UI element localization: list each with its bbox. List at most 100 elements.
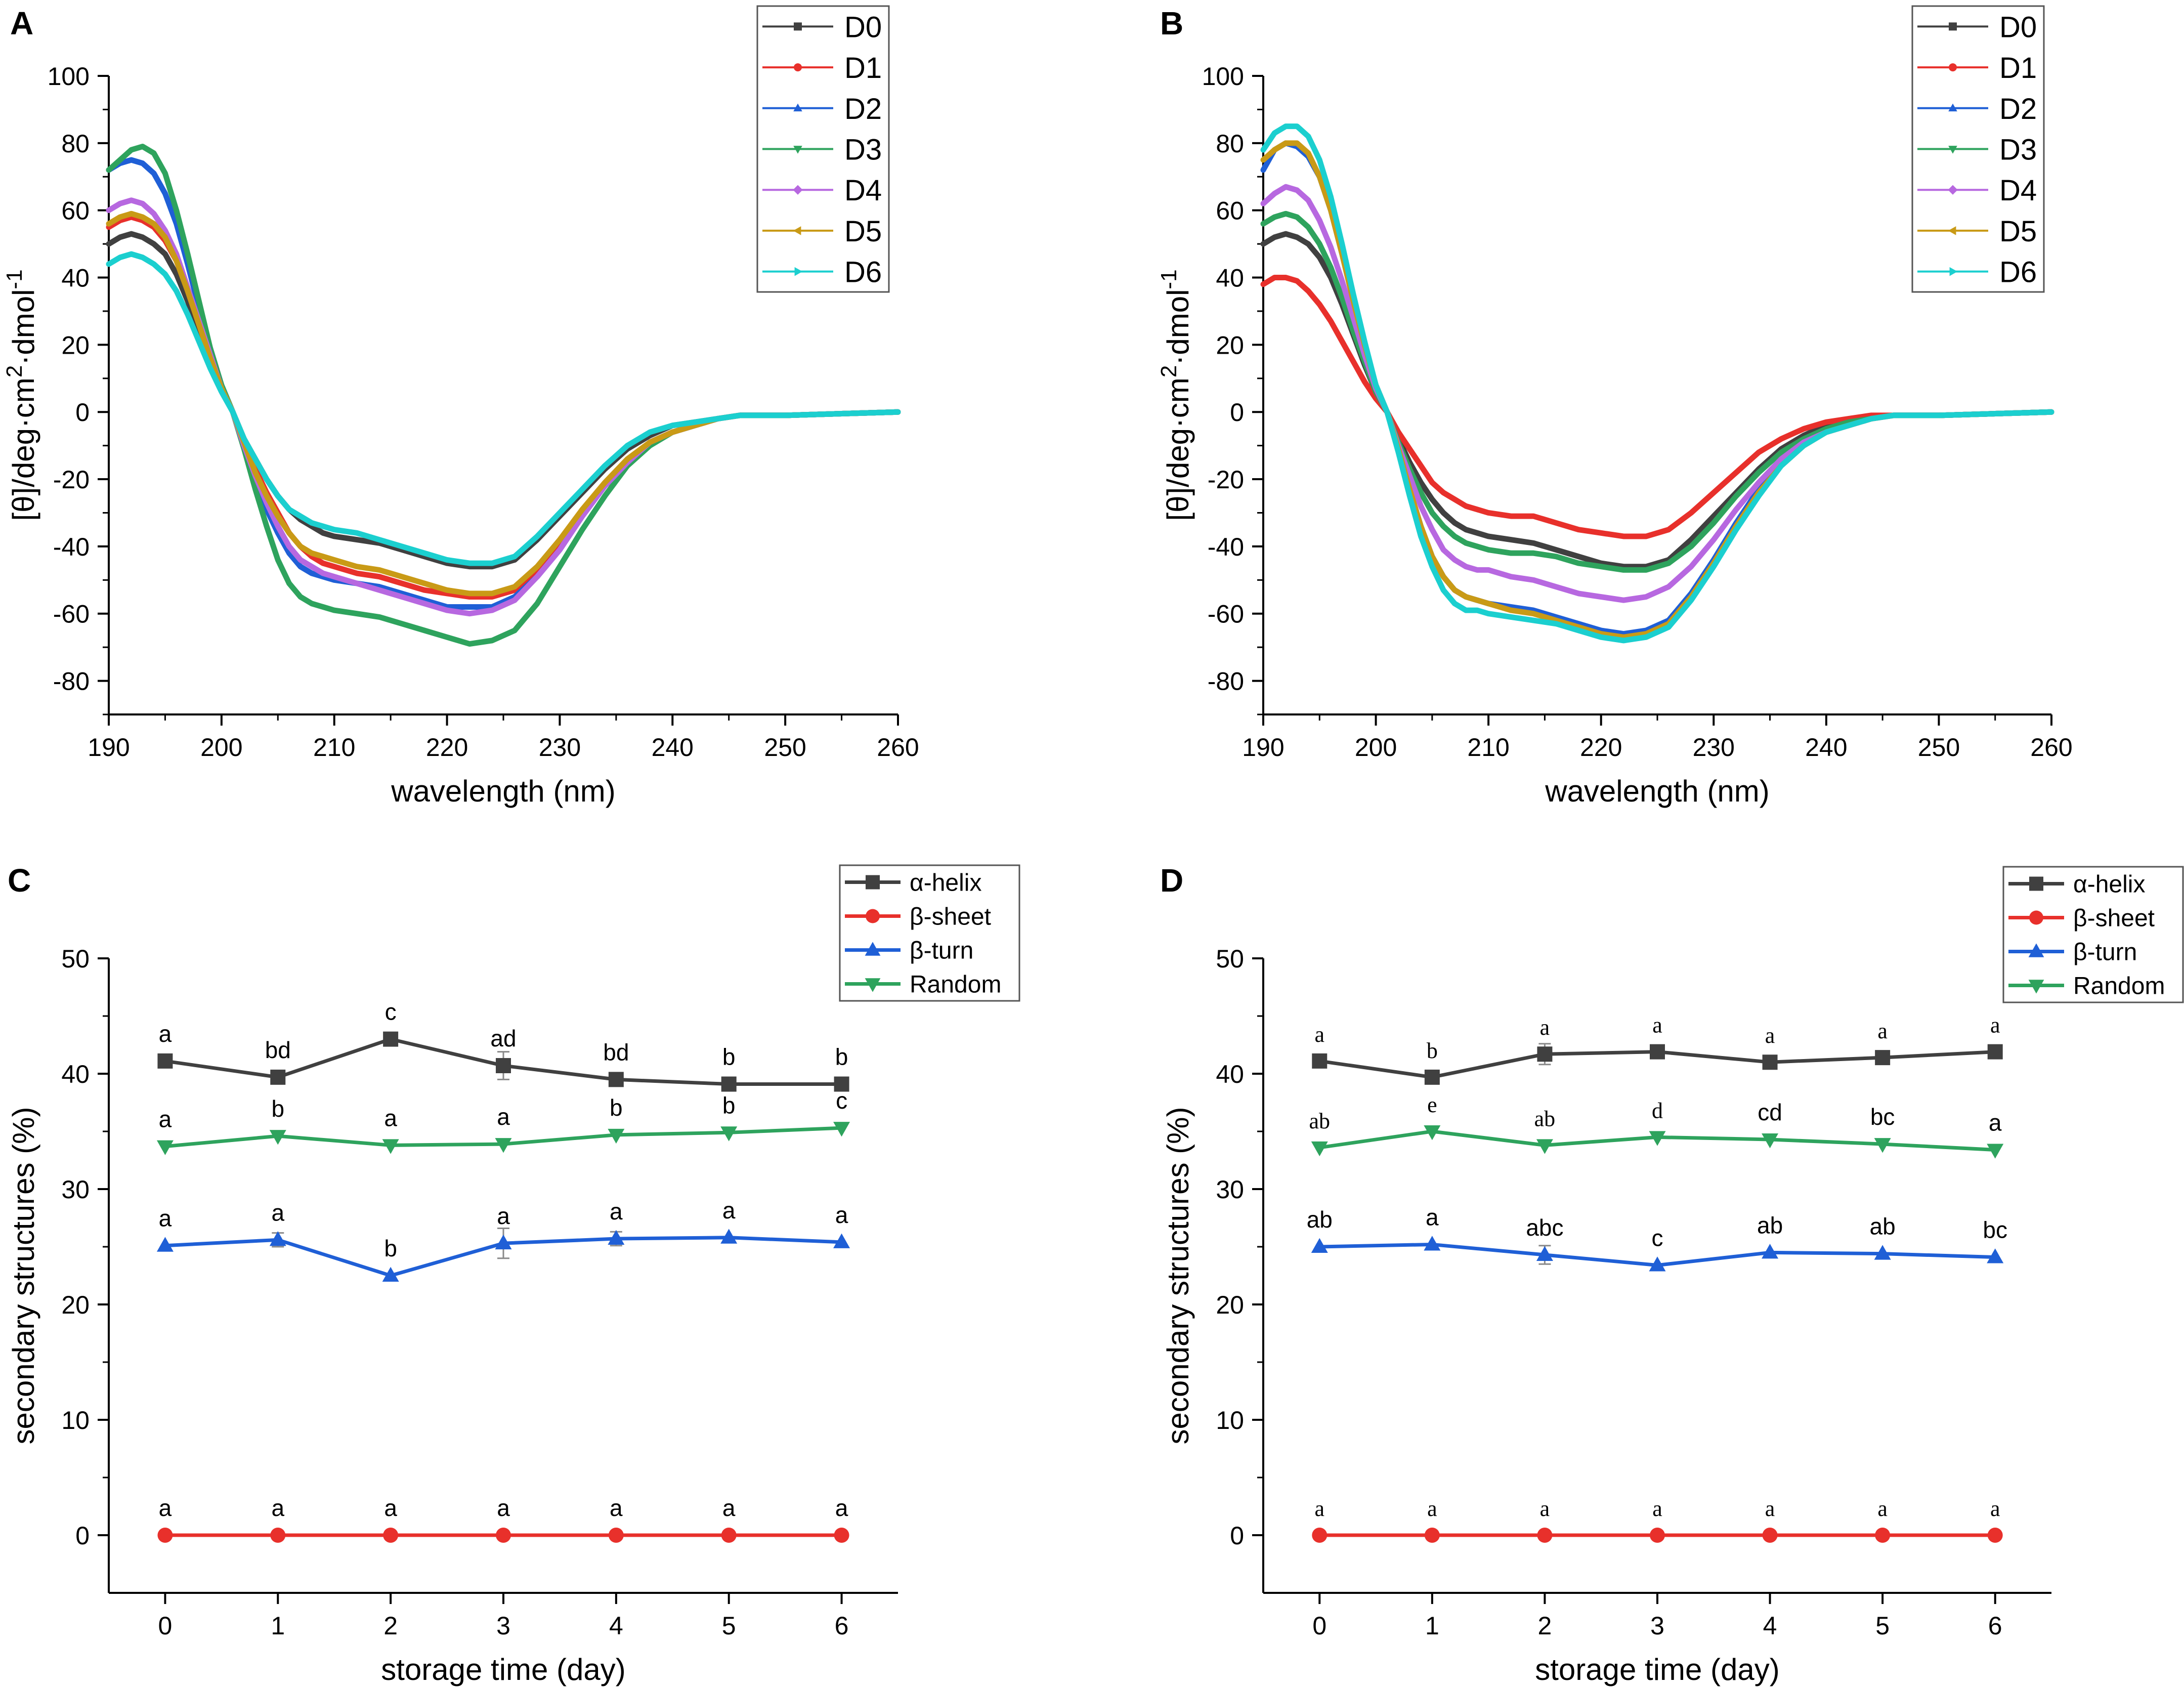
panel-letter: B [1160, 5, 1183, 41]
data-point [1650, 1044, 1665, 1060]
significance-letter: abc [1526, 1214, 1563, 1241]
significance-letter: a [497, 1495, 510, 1521]
legend-item: D4 [1917, 174, 2037, 207]
significance-letter: a [1765, 1023, 1775, 1048]
x-axis-title: storage time (day) [1535, 1653, 1780, 1686]
y-tick-label: -40 [1208, 533, 1244, 561]
legend-label: β-sheet [2073, 905, 2155, 932]
significance-letter: b [1427, 1038, 1438, 1063]
legend-item: D2 [762, 93, 882, 125]
data-point [834, 1528, 849, 1543]
data-point [1649, 1256, 1666, 1272]
legend-label: D3 [1999, 134, 2037, 166]
data-point [270, 1528, 286, 1543]
legend-marker [794, 22, 802, 31]
y-tick-label: 0 [1230, 1522, 1244, 1550]
legend-item: β-turn [845, 938, 973, 964]
y-tick-label: 20 [1216, 1291, 1244, 1319]
significance-letter: b [835, 1044, 848, 1070]
significance-letter: a [271, 1199, 284, 1226]
legend-item: D0 [1917, 11, 2037, 44]
significance-letter: a [835, 1202, 848, 1228]
data-point [1874, 1138, 1891, 1153]
x-tick-label: 1 [271, 1612, 285, 1640]
significance-letter: c [836, 1087, 847, 1114]
legend-marker [865, 978, 881, 992]
y-tick-label: 80 [1216, 130, 1244, 158]
legend-label: D6 [1999, 256, 2037, 289]
significance-letter: a [159, 1021, 172, 1047]
data-point [383, 1528, 399, 1543]
legend-label: D2 [1999, 93, 2037, 125]
legend-marker [793, 146, 802, 154]
legend-marker [2028, 980, 2044, 994]
data-point [1650, 1528, 1665, 1543]
significance-letter: a [835, 1495, 848, 1521]
significance-letter: a [1540, 1496, 1550, 1521]
significance-letter: a [610, 1495, 623, 1521]
x-tick-label: 260 [2030, 733, 2072, 762]
significance-letter: a [1540, 1015, 1550, 1040]
chart-panel-a: A 190 200 210 220 230 240 250 260 -80 -60 -40 -20 0 20… [2, 5, 919, 808]
y-tick-label: 100 [48, 62, 90, 91]
legend-label: D0 [1999, 11, 2037, 44]
series-Random: ab e ab d cd bc a [1309, 1092, 2004, 1159]
x-tick-label: 6 [835, 1612, 849, 1640]
x-tick-label: 0 [158, 1612, 173, 1640]
y-tick-label: -20 [1208, 466, 1244, 494]
x-tick-label: 210 [313, 733, 355, 762]
data-point [608, 1528, 624, 1543]
x-tick-label: 4 [609, 1612, 623, 1640]
significance-letter: ab [1870, 1213, 1896, 1240]
significance-letter: a [497, 1203, 510, 1229]
y-tick-label: -60 [53, 600, 90, 628]
y-tick-label: 20 [61, 1291, 90, 1319]
data-point [608, 1230, 625, 1245]
data-point [1987, 1528, 2003, 1543]
data-point [1424, 1528, 1440, 1543]
legend-marker [866, 909, 880, 923]
data-point [608, 1072, 624, 1087]
significance-letter: a [384, 1105, 397, 1131]
data-point [721, 1528, 737, 1543]
y-axis-title: [θ]/deg·cm2·dmol-1 [1157, 269, 1195, 521]
legend-marker [2029, 876, 2043, 891]
data-point [721, 1076, 737, 1092]
x-tick-label: 3 [1650, 1612, 1664, 1640]
data-point [608, 1128, 625, 1144]
significance-letter: a [1427, 1496, 1437, 1521]
y-tick-label: 0 [75, 1522, 90, 1550]
legend-marker [1949, 22, 1957, 31]
series-β-turn: a a b a a a a [156, 1197, 850, 1282]
chart-panel-d: D 0 1 2 3 4 5 6 0 10 20 30 40 50 storage time (day) sec… [1160, 862, 2184, 1686]
series-line [1260, 123, 2054, 644]
legend-label: D5 [844, 215, 882, 248]
data-point [382, 1267, 399, 1282]
legend: D0 D1 D2 D3 D4 D5 D6 [1911, 5, 2045, 293]
y-tick-label: 60 [1216, 197, 1244, 225]
significance-letter: a [1652, 1013, 1662, 1038]
data-point [269, 1130, 286, 1145]
legend-label: Random [2073, 973, 2165, 1000]
legend-label: D4 [844, 174, 882, 207]
x-tick-label: 0 [1312, 1612, 1326, 1640]
legend-label: D1 [1999, 52, 2037, 85]
x-axis-title: wavelength (nm) [391, 774, 616, 808]
series-D6 [106, 251, 901, 566]
x-tick-label: 250 [1918, 733, 1960, 762]
x-tick-label: 240 [652, 733, 694, 762]
legend-marker [1948, 226, 1956, 235]
significance-letter: a [159, 1106, 172, 1132]
significance-letter: bd [265, 1037, 291, 1063]
legend-item: D4 [762, 174, 882, 207]
data-point [1875, 1528, 1891, 1543]
panel-letter: D [1160, 862, 1183, 899]
chart-panel-b: B 190 200 210 220 230 240 250 260 -80 -60 -40 -20 0 20… [1157, 5, 2073, 808]
data-point [1311, 1141, 1328, 1157]
x-tick-label: 6 [1988, 1612, 2002, 1640]
significance-letter: a [1315, 1022, 1325, 1047]
legend-label: D3 [844, 134, 882, 166]
data-point [496, 1058, 511, 1074]
significance-letter: a [1765, 1496, 1775, 1521]
